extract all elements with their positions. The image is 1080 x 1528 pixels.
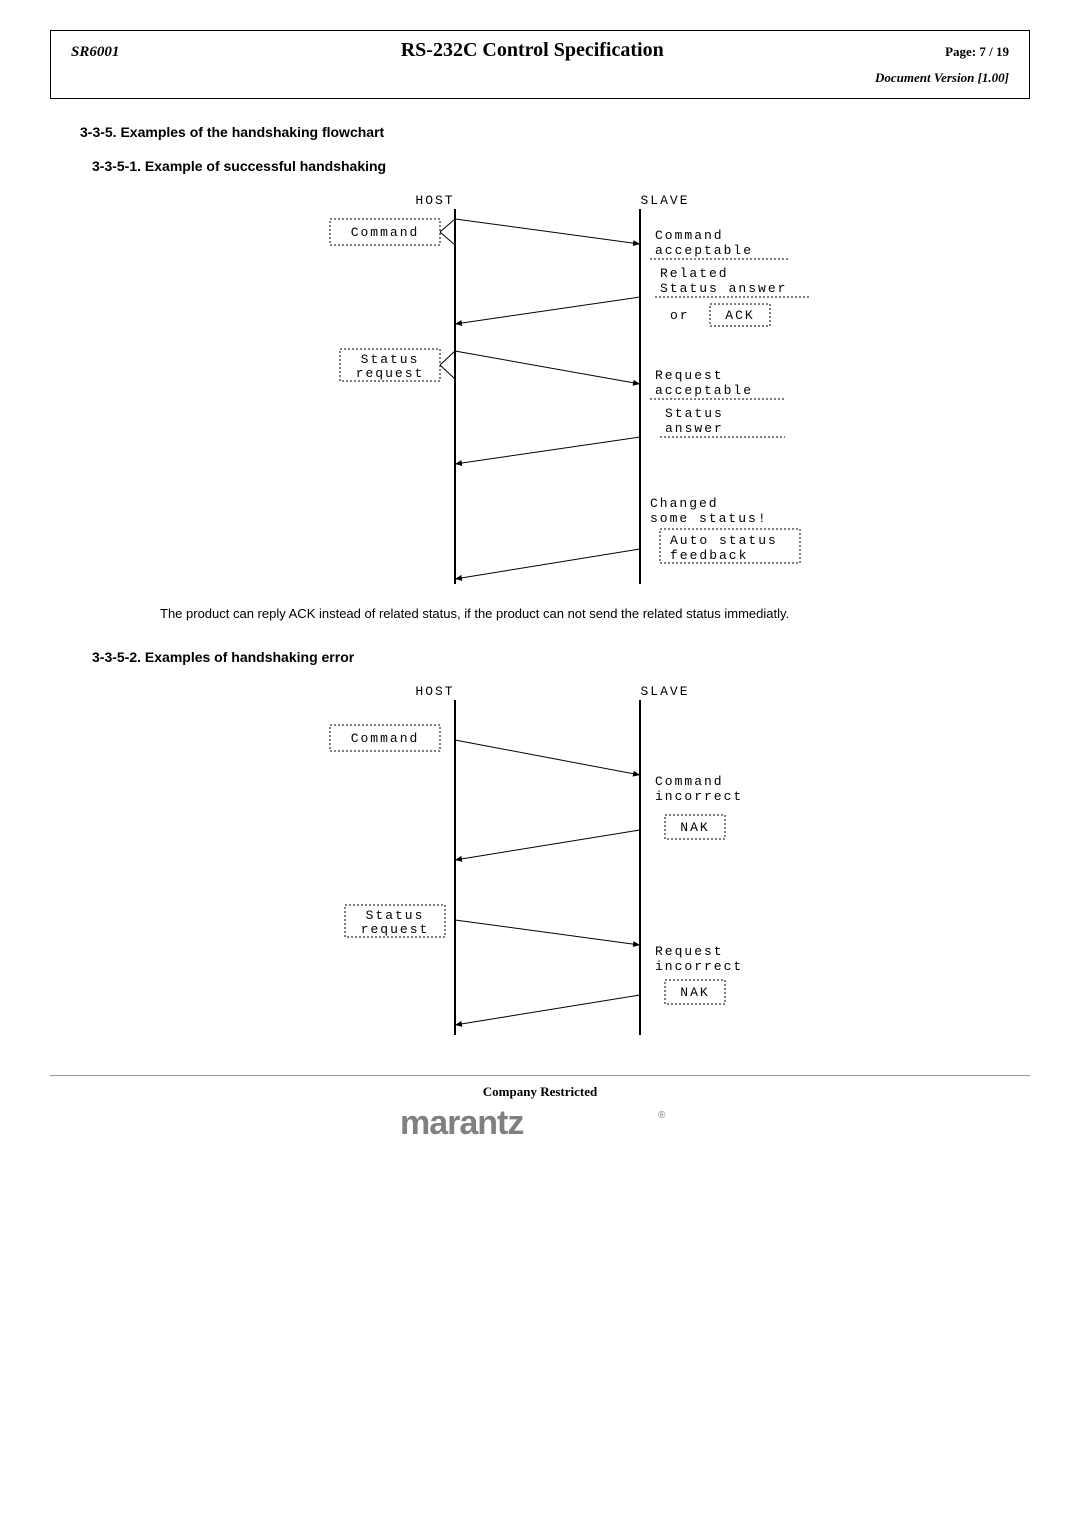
ack-box: ACK [725, 308, 754, 323]
status-ans2: answer [665, 421, 724, 436]
auto1: Auto status [670, 533, 778, 548]
status-ans1: Status [665, 406, 724, 421]
restricted-label: Company Restricted [50, 1084, 1030, 1100]
req-inc1: Request [655, 944, 724, 959]
slave-label2: SLAVE [640, 684, 689, 699]
cmd-inc2: incorrect [655, 789, 743, 804]
content: 3-3-5. Examples of the handshaking flowc… [50, 124, 1030, 1040]
section-335: 3-3-5. Examples of the handshaking flowc… [80, 124, 1000, 140]
note-text: The product can reply ACK instead of rel… [160, 604, 940, 624]
or-label: or [670, 308, 690, 323]
status-req-e2: request [361, 922, 430, 937]
req-inc2: incorrect [655, 959, 743, 974]
cmd-accept2: acceptable [655, 243, 753, 258]
status-req2: request [356, 366, 425, 381]
status-req1: Status [361, 352, 420, 367]
related1: Related [660, 266, 729, 281]
marantz-logo: marantz ® [400, 1102, 680, 1142]
related2: Status answer [660, 281, 787, 296]
doc-version: Document Version [1.00] [71, 70, 1009, 86]
header-row: SR6001 RS-232C Control Specification Pag… [71, 39, 1009, 62]
section-3352: 3-3-5-2. Examples of handshaking error [92, 649, 1000, 665]
spec-title: RS-232C Control Specification [401, 39, 664, 62]
svg-text:marantz: marantz [400, 1104, 523, 1142]
status-req-e1: Status [366, 908, 425, 923]
handshake-error-diagram: HOST SLAVE Command Command incorrect NAK… [220, 680, 860, 1040]
section-3351: 3-3-5-1. Example of successful handshaki… [92, 158, 1000, 174]
page-number: Page: 7 / 19 [945, 44, 1009, 60]
svg-text:®: ® [658, 1110, 666, 1121]
changed2: some status! [650, 511, 768, 526]
handshake-success-diagram: HOST SLAVE Command Command acceptable Re… [220, 189, 860, 589]
auto2: feedback [670, 548, 748, 563]
command-box2: Command [351, 731, 420, 746]
cmd-accept: Command [655, 228, 724, 243]
footer: Company Restricted marantz ® [50, 1075, 1030, 1147]
req-accept2: acceptable [655, 383, 753, 398]
slave-label: SLAVE [640, 193, 689, 208]
cmd-inc1: Command [655, 774, 724, 789]
req-accept1: Request [655, 368, 724, 383]
host-label: HOST [415, 193, 454, 208]
host-label2: HOST [415, 684, 454, 699]
command-box: Command [351, 225, 420, 240]
nak-box1: NAK [680, 820, 709, 835]
header-box: SR6001 RS-232C Control Specification Pag… [50, 30, 1030, 99]
nak-box2: NAK [680, 985, 709, 1000]
changed1: Changed [650, 496, 719, 511]
model-code: SR6001 [71, 44, 119, 61]
